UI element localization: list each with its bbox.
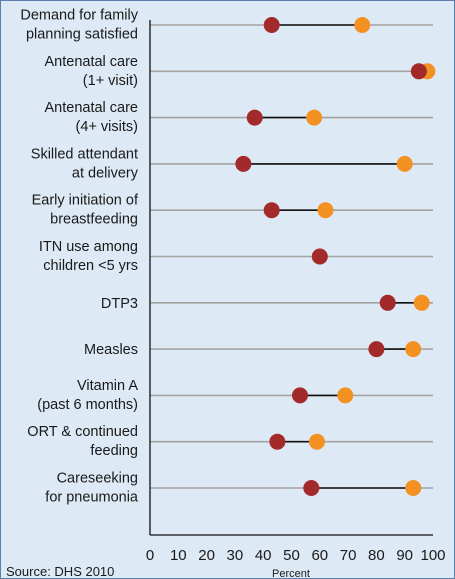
data-point-series-1 (235, 155, 252, 172)
category-label: Careseeking for pneumonia (45, 471, 139, 506)
data-point-series-2 (308, 433, 325, 450)
data-point-series-2 (306, 109, 323, 126)
data-point-series-2 (354, 17, 371, 33)
x-tick-label: 50 (283, 547, 300, 564)
x-tick-label: 60 (311, 547, 328, 564)
data-point-series-1 (291, 387, 308, 404)
x-tick-labels: 0 10 20 30 40 50 60 70 80 90 100 (146, 547, 446, 564)
category-label: DTP3 (101, 296, 138, 312)
x-tick-label: 30 (227, 547, 244, 564)
x-tick-label: 100 (420, 547, 445, 564)
category-label: Measles (84, 342, 138, 358)
x-tick-label: 20 (198, 547, 215, 564)
data-point-series-2 (405, 480, 422, 496)
source-note: Source: DHS 2010 (6, 564, 114, 579)
category-labels: Demand for family planning satisfied Anten… (20, 8, 139, 506)
data-point-series-1 (379, 294, 396, 311)
category-label: Antenatal care (4+ visits) (44, 100, 138, 135)
category-label: Early initiation of breastfeeding (32, 193, 139, 228)
data-point-series-2 (396, 155, 413, 172)
data-point-series-2 (317, 202, 334, 219)
category-label: ORT & continued feeding (27, 424, 138, 459)
x-tick-label: 90 (396, 547, 413, 564)
data-point-series-1 (269, 433, 286, 450)
category-label: ITN use among children <5 yrs (39, 239, 138, 274)
data-point-series-1 (368, 341, 385, 358)
category-label: Antenatal care (1+ visit) (44, 54, 138, 89)
x-tick-label: 80 (368, 547, 385, 564)
category-label: Skilled attendant at delivery (31, 146, 139, 181)
data-point-series-2 (405, 341, 422, 358)
data-point-series-1 (303, 480, 320, 496)
data-point-series-2 (413, 294, 430, 311)
data-point-series-1 (263, 202, 280, 219)
x-tick-label: 0 (146, 547, 154, 564)
data-point-series-1 (246, 109, 263, 126)
data-point-series-1 (410, 63, 427, 80)
data-point-series-2 (337, 387, 354, 404)
x-tick-label: 10 (170, 547, 187, 564)
category-label: Demand for family planning satisfied (20, 8, 138, 43)
x-tick-label: 70 (340, 547, 357, 564)
x-tick-label: 40 (255, 547, 272, 564)
data-point-series-1 (263, 17, 280, 33)
x-axis-title: Percent (272, 568, 310, 579)
data-points (235, 17, 436, 496)
category-label: Vitamin A (past 6 months) (37, 378, 138, 413)
data-point-series-1 (311, 248, 328, 265)
